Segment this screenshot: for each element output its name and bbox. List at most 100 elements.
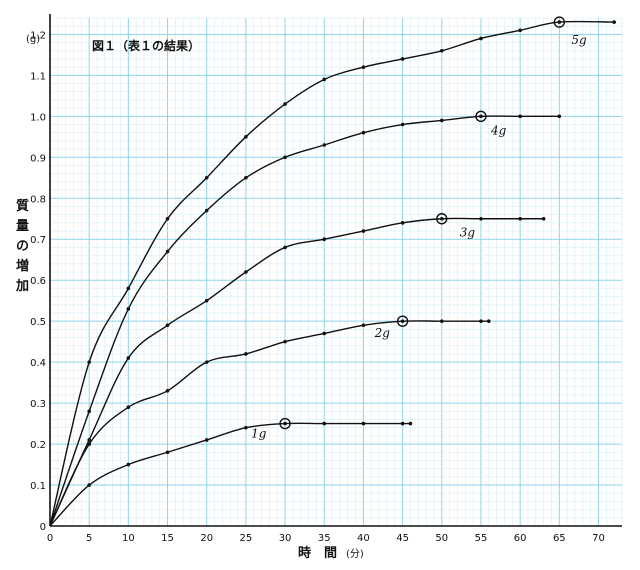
x-tick-label: 20 [200,533,213,544]
y-tick-label: 0.2 [30,440,46,451]
x-tick-label: 45 [396,533,409,544]
data-point [361,130,366,135]
data-point [283,102,287,106]
data-point [439,216,444,221]
x-tick-label: 30 [279,533,292,544]
data-point [87,360,91,364]
y-tick-label: 1.1 [30,71,46,82]
data-points [87,16,616,487]
data-point [87,483,91,487]
x-tick-label: 40 [357,533,370,544]
data-point [541,216,546,221]
x-tick-label: 60 [514,533,527,544]
data-point [486,319,491,323]
x-tick-label: 10 [122,533,135,544]
data-point [439,48,444,53]
x-tick-label: 25 [240,533,253,544]
data-point [408,421,413,426]
series-label: 2g [374,326,391,340]
axes [49,14,622,527]
data-point [244,175,248,180]
data-point [126,462,131,467]
data-point [165,249,170,254]
data-point [322,237,327,242]
y-unit-label: (g) [26,34,40,45]
grid [49,17,623,527]
y-tick-label: 0.5 [30,317,46,328]
data-point [361,65,366,69]
data-point [204,360,209,364]
y-tick-label: 0.3 [30,399,46,410]
x-tick-label: 70 [592,533,605,544]
series-line-5g [49,20,615,527]
data-point [479,216,483,221]
data-point [439,118,444,123]
y-tick-label: 0 [40,522,46,533]
data-point [400,122,405,127]
end-point-marker [279,417,291,430]
x-tick-label: 65 [553,533,566,544]
y-tick-label: 0.8 [30,194,46,205]
data-point [361,421,366,426]
data-point [322,421,327,426]
data-point [244,352,248,356]
x-tick-label: 55 [475,533,488,544]
series-label: 4g [490,123,507,137]
data-point [204,208,209,213]
x-tick-labels: 0 5 10 15 20 25 30 35 40 45 50 55 60 65 70 [47,533,605,544]
data-point [165,389,170,393]
y-axis-label: 質量の増加 [15,198,29,294]
end-point-marker [396,315,409,327]
y-tick-label: 0.7 [30,235,46,246]
data-point [165,450,170,455]
data-point [557,20,562,24]
data-point [322,143,327,147]
data-point [439,319,444,323]
y-tick-label: 1.2 [30,30,46,41]
data-point [400,421,405,426]
end-point-marker [436,213,448,225]
data-point [244,135,248,139]
data-point [283,421,287,426]
data-point [518,28,522,33]
data-point [165,216,170,221]
y-tick-label: 1.0 [30,112,46,123]
x-tick-label: 50 [435,533,448,544]
data-point [479,319,483,323]
data-point [126,405,131,409]
data-point [204,175,209,180]
data-point [244,270,248,274]
data-point [87,409,91,414]
data-point [126,356,131,360]
end-point-marker [475,110,487,123]
end-point-marker [553,16,566,28]
data-point [400,319,405,323]
data-point [518,114,522,119]
series-label: 3g [460,226,476,240]
data-point [87,442,91,446]
y-tick-label: 0.9 [30,153,46,164]
x-tick-label: 0 [47,533,53,544]
y-tick-label: 0.4 [30,358,46,369]
series-label: 1g [251,427,267,441]
x-axis-label: 時 間 [298,545,337,561]
data-point [361,229,366,233]
data-point [322,77,327,82]
data-point [165,323,170,328]
data-point [322,331,327,336]
data-point [557,114,562,119]
chart-title: 図１（表１の結果） [92,38,200,53]
data-point [204,438,209,442]
data-point [400,221,405,225]
y-tick-label: 0.1 [30,481,46,492]
x-tick-label: 35 [318,533,331,544]
series-labels: 5g 4g 3g 2g 1g [251,33,587,440]
data-point [518,216,522,221]
series-label: 5g [571,33,587,47]
data-point [283,339,287,344]
data-point [87,438,91,442]
data-point [400,57,405,61]
data-point [479,114,483,119]
x-tick-label: 5 [86,533,92,544]
